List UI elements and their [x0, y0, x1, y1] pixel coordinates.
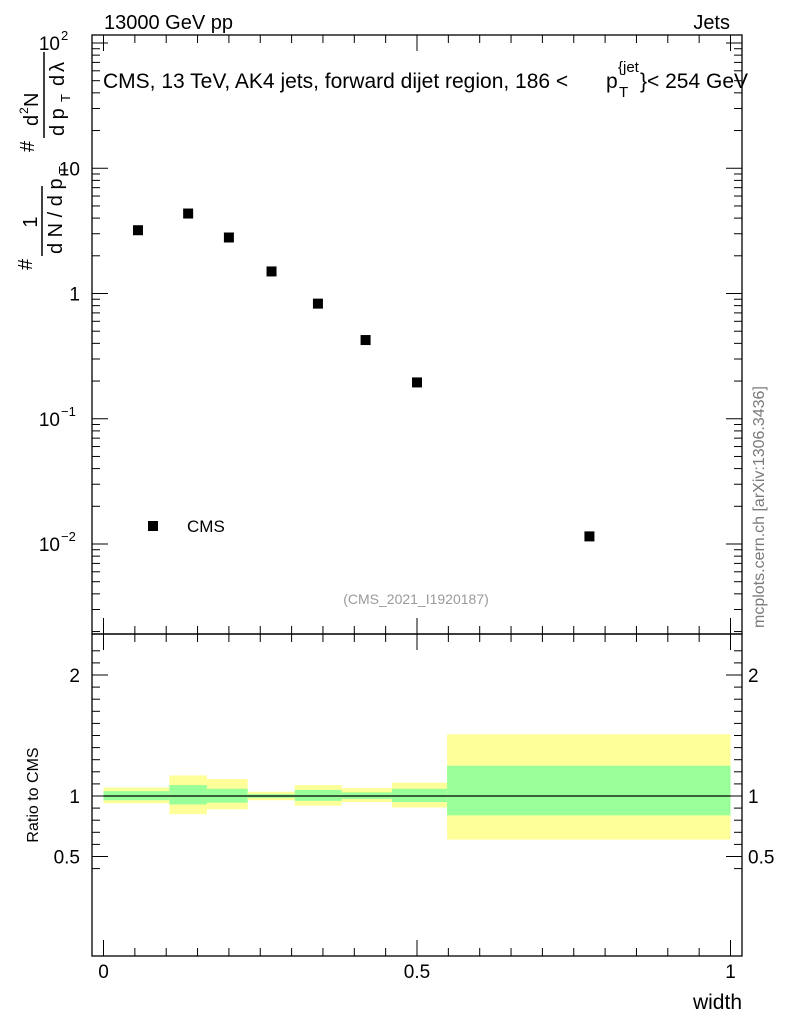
main-y-tick-label: 10 2 — [39, 28, 68, 55]
svg-text:#: # — [17, 140, 39, 152]
ratio-band-inner — [447, 765, 731, 816]
data-point — [360, 335, 371, 346]
ratio-y-tick-label-right: 2 — [748, 666, 759, 687]
x-tick-label: 1 — [725, 962, 736, 983]
main-frame — [91, 34, 743, 635]
main-y-tick-label: 1 — [69, 285, 80, 306]
ratio-y-tick-label-left: 1 — [69, 787, 80, 808]
y-tick-base: 10 — [39, 535, 60, 556]
main-y-tick-label: 10 −2 — [39, 529, 76, 556]
side-watermark: mcplots.cern.ch [arXiv:1306.3436] — [751, 386, 768, 628]
legend: CMS — [148, 517, 225, 536]
ratio-bands — [103, 734, 731, 840]
y-tick-base: 10 — [39, 34, 60, 55]
ratio-y-tick-label-right: 1 — [748, 787, 759, 808]
main-axis-ticks — [92, 35, 742, 634]
ratio-y-axis-label: Ratio to CMS — [25, 747, 42, 842]
svg-text:d p: d p — [47, 108, 69, 136]
y-label-fraction-2: # d 2 N d p T d λ — [17, 52, 73, 152]
x-tick-label: 0.5 — [404, 962, 430, 983]
ratio-y-tick-label-right: 0.5 — [748, 848, 774, 869]
y-label-fraction-1: # 1 d N / d p T — [15, 166, 71, 270]
y-tick-exponent: −1 — [61, 404, 76, 419]
data-point — [183, 208, 194, 219]
svg-text:d: d — [47, 75, 69, 86]
svg-text:2: 2 — [17, 107, 31, 114]
data-point — [266, 266, 277, 277]
main-y-axis-label: # 1 d N / d p T # d 2 N d p T d λ — [15, 52, 73, 270]
ratio-band-inner — [294, 789, 342, 801]
main-title-text: CMS, 13 TeV, AK4 jets, forward dijet reg… — [103, 70, 568, 93]
svg-text:d: d — [21, 115, 43, 126]
legend-marker — [148, 521, 158, 531]
svg-text:T: T — [58, 94, 73, 102]
legend-label: CMS — [187, 517, 225, 536]
main-y-tick-label: 10 −1 — [39, 404, 76, 431]
header-right: Jets — [693, 12, 730, 34]
ratio-tick-labels: 2 2 1 1 0.5 0.5 0 0.5 1 — [54, 666, 775, 983]
ratio-band-inner — [391, 788, 448, 803]
data-point — [132, 225, 143, 236]
main-data-points — [132, 208, 595, 542]
y-tick-base: 10 — [59, 159, 80, 180]
main-y-tick-label: 10 — [59, 159, 80, 180]
analysis-id: (CMS_2021_I1920187) — [343, 591, 489, 607]
ratio-frame — [91, 633, 743, 957]
svg-text:d N / d p: d N / d p — [45, 178, 67, 254]
svg-text:#: # — [15, 258, 37, 270]
y-tick-base: 10 — [39, 410, 60, 431]
svg-text:λ: λ — [47, 62, 69, 72]
main-title: CMS, 13 TeV, AK4 jets, forward dijet reg… — [103, 59, 748, 101]
ratio-band-inner — [169, 785, 207, 805]
x-tick-label: 0 — [98, 962, 109, 983]
data-point — [584, 531, 595, 542]
header-left: 13000 GeV pp — [104, 12, 233, 34]
data-point — [312, 298, 323, 309]
main-title-end: }< 254 GeV — [640, 70, 748, 93]
ratio-panel: 2 2 1 1 0.5 0.5 0 0.5 1 Ratio to CMS width — [25, 633, 775, 1014]
svg-text:1: 1 — [20, 216, 42, 227]
y-tick-exponent: −2 — [61, 529, 76, 544]
y-tick-exponent: 2 — [61, 28, 68, 43]
svg-text:N: N — [21, 93, 43, 107]
main-title-subscript: T — [619, 84, 628, 101]
y-tick-base: 1 — [69, 285, 80, 306]
svg-text:T: T — [56, 166, 71, 174]
ratio-y-tick-label-left: 0.5 — [54, 848, 80, 869]
ratio-y-tick-label-left: 2 — [69, 666, 80, 687]
data-point — [412, 377, 422, 388]
main-title-p: p — [606, 70, 618, 93]
data-point — [223, 232, 234, 243]
ratio-axis-ticks — [92, 634, 742, 956]
x-axis-label: width — [692, 991, 742, 1014]
main-title-superscript: {jet — [618, 59, 640, 76]
